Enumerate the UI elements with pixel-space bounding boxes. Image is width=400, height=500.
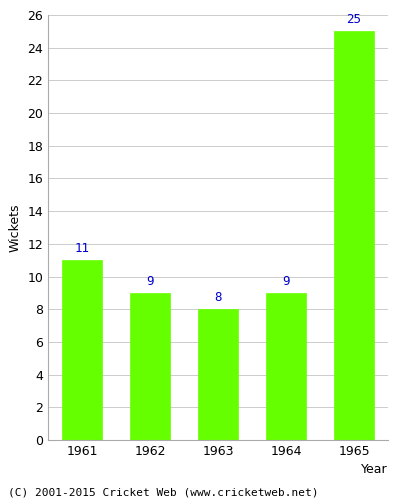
X-axis label: Year: Year bbox=[361, 464, 388, 476]
Bar bbox=[130, 293, 170, 440]
Text: 9: 9 bbox=[146, 275, 154, 288]
Text: 9: 9 bbox=[282, 275, 290, 288]
Bar bbox=[198, 309, 238, 440]
Text: 11: 11 bbox=[74, 242, 90, 256]
Bar bbox=[62, 260, 102, 440]
Bar bbox=[266, 293, 306, 440]
Text: 25: 25 bbox=[346, 14, 362, 26]
Bar bbox=[334, 32, 374, 440]
Text: 8: 8 bbox=[214, 292, 222, 304]
Y-axis label: Wickets: Wickets bbox=[9, 203, 22, 252]
Text: (C) 2001-2015 Cricket Web (www.cricketweb.net): (C) 2001-2015 Cricket Web (www.cricketwe… bbox=[8, 488, 318, 498]
